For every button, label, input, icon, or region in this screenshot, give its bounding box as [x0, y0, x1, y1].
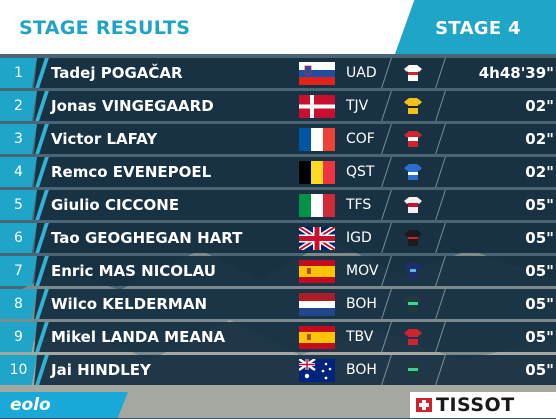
italy-flag-icon [299, 194, 335, 217]
time-gap: 05" [525, 361, 554, 379]
table-row: 9 Mikel LANDA MEANA TBV 05" [0, 322, 556, 352]
header: STAGE RESULTS STAGE 4 [0, 0, 556, 54]
jersey-icon [404, 329, 422, 345]
table-row: 1 Tadej POGAČAR UAD 4h48'39" [0, 58, 556, 88]
jersey-icon [404, 131, 422, 147]
rider-name: Tadej POGAČAR [51, 64, 183, 82]
spain-flag-icon [299, 326, 335, 349]
spain-flag-icon [299, 260, 335, 283]
time-gap: 05" [525, 328, 554, 346]
row-background [34, 91, 556, 121]
table-row: 4 Remco EVENEPOEL QST 02" [0, 157, 556, 187]
stage-bar [395, 0, 556, 54]
netherlands-flag-icon [299, 293, 335, 316]
jersey-icon [404, 296, 422, 312]
table-row: 7 Enric MAS NICOLAU MOV 05" [0, 256, 556, 286]
team-code: BOH [346, 296, 377, 312]
row-background [34, 289, 556, 319]
rank: 6 [0, 223, 37, 253]
team-code: MOV [346, 263, 379, 279]
time-gap: 02" [525, 97, 554, 115]
jersey-icon [404, 230, 422, 246]
jersey-icon [404, 65, 422, 81]
uk-flag-icon [299, 227, 335, 250]
row-background [34, 355, 556, 385]
rider-name: Enric MAS NICOLAU [51, 262, 216, 280]
team-code: IGD [346, 230, 372, 246]
belgium-flag-icon [299, 161, 335, 184]
slovenia-flag-icon [299, 62, 335, 85]
rank: 3 [0, 124, 37, 154]
rider-name: Tao GEOGHEGAN HART [51, 229, 243, 247]
team-code: TBV [346, 329, 374, 345]
rider-name: Remco EVENEPOEL [51, 163, 212, 181]
row-background [34, 223, 556, 253]
jersey-icon [404, 362, 422, 378]
rider-name: Wilco KELDERMAN [51, 295, 208, 313]
rank: 8 [0, 289, 37, 319]
eolo-logo-text: eolo [10, 395, 51, 415]
rank: 7 [0, 256, 37, 286]
team-code: TFS [346, 197, 372, 213]
time-gap: 4h48'39" [478, 64, 554, 82]
team-code: COF [346, 131, 375, 147]
australia-flag-icon [299, 359, 335, 382]
jersey-icon [404, 263, 422, 279]
eolo-sponsor-logo: eolo [0, 392, 128, 418]
rank: 5 [0, 190, 37, 220]
tissot-logo-text: TISSOT [436, 394, 515, 416]
row-background [34, 58, 556, 88]
team-code: TJV [346, 98, 369, 114]
rider-name: Victor LAFAY [51, 130, 158, 148]
title-bar [0, 0, 420, 54]
stage-label: STAGE 4 [435, 18, 521, 39]
denmark-flag-icon [299, 95, 335, 118]
rider-name: Mikel LANDA MEANA [51, 328, 226, 346]
team-code: QST [346, 164, 375, 180]
time-gap: 02" [525, 163, 554, 181]
row-background [34, 190, 556, 220]
france-flag-icon [299, 128, 335, 151]
rider-name: Jonas VINGEGAARD [51, 97, 214, 115]
time-gap: 05" [525, 196, 554, 214]
jersey-icon [404, 197, 422, 213]
table-row: 10 Jai HINDLEY BOH 05" [0, 355, 556, 385]
rank: 10 [0, 355, 37, 385]
time-gap: 02" [525, 130, 554, 148]
table-row: 5 Giulio CICCONE TFS 05" [0, 190, 556, 220]
page-title: STAGE RESULTS [19, 17, 191, 39]
tissot-cross-icon [416, 398, 432, 412]
rank: 4 [0, 157, 37, 187]
rank: 2 [0, 91, 37, 121]
tissot-sponsor-logo: TISSOT [410, 392, 556, 418]
row-background [34, 322, 556, 352]
rank: 1 [0, 58, 37, 88]
table-row: 2 Jonas VINGEGAARD TJV 02" [0, 91, 556, 121]
row-background [34, 157, 556, 187]
time-gap: 05" [525, 229, 554, 247]
rider-name: Jai HINDLEY [51, 361, 151, 379]
team-code: BOH [346, 362, 377, 378]
table-row: 3 Victor LAFAY COF 02" [0, 124, 556, 154]
row-background [34, 124, 556, 154]
table-row: 6 Tao GEOGHEGAN HART IGD 05" [0, 223, 556, 253]
time-gap: 05" [525, 295, 554, 313]
team-code: UAD [346, 65, 377, 81]
time-gap: 05" [525, 262, 554, 280]
rider-name: Giulio CICCONE [51, 196, 180, 214]
rank: 9 [0, 322, 37, 352]
row-background [34, 256, 556, 286]
jersey-icon [404, 98, 422, 114]
jersey-icon [404, 164, 422, 180]
table-row: 8 Wilco KELDERMAN BOH 05" [0, 289, 556, 319]
